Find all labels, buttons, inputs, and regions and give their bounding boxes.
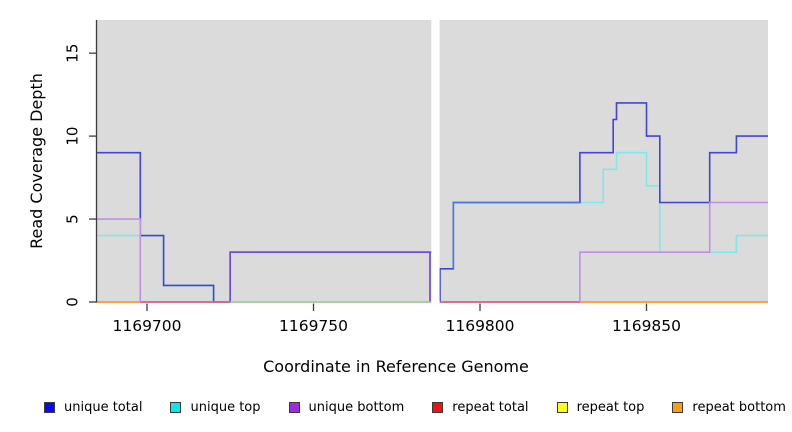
overlap-segment-0 [229,251,431,302]
legend-swatch [288,401,300,413]
legend-label: unique top [190,399,261,415]
x-tick-label: 1169750 [279,317,348,335]
x-tick-label: 1169850 [612,317,681,335]
legend-item-repeat-top: repeat top [556,399,645,415]
legend-swatch [556,401,568,413]
legend-item-repeat-total: repeat total [432,399,529,415]
x-tick-label: 1169700 [112,317,181,335]
legend-label: repeat bottom [692,399,786,415]
y-tick-label: 0 [64,297,82,307]
chart-legend: unique total unique top unique bottom repea… [44,395,786,419]
legend-label: unique bottom [308,399,405,415]
legend-swatch [432,401,444,413]
y-tick-label: 15 [64,44,82,63]
y-tick-label: 5 [64,214,82,224]
legend-label: unique total [64,399,143,415]
overlap-segment-1 [452,201,580,269]
legend-item-unique-bottom: unique bottom [288,399,405,415]
y-axis-title: Read Coverage Depth [27,73,46,249]
legend-label: repeat top [576,399,645,415]
x-axis-title: Coordinate in Reference Genome [263,357,529,376]
x-tick-label: 1169800 [445,317,514,335]
legend-swatch [44,401,55,413]
no-data-gap-band [431,19,440,305]
legend-item-unique-top: unique top [170,399,261,415]
legend-swatch [672,401,684,413]
y-tick-label: 10 [64,127,82,146]
legend-item-repeat-bottom: repeat bottom [672,400,786,415]
legend-label: repeat total [452,399,529,415]
legend-swatch [170,401,182,413]
legend-item-unique-total: unique total [44,400,142,415]
